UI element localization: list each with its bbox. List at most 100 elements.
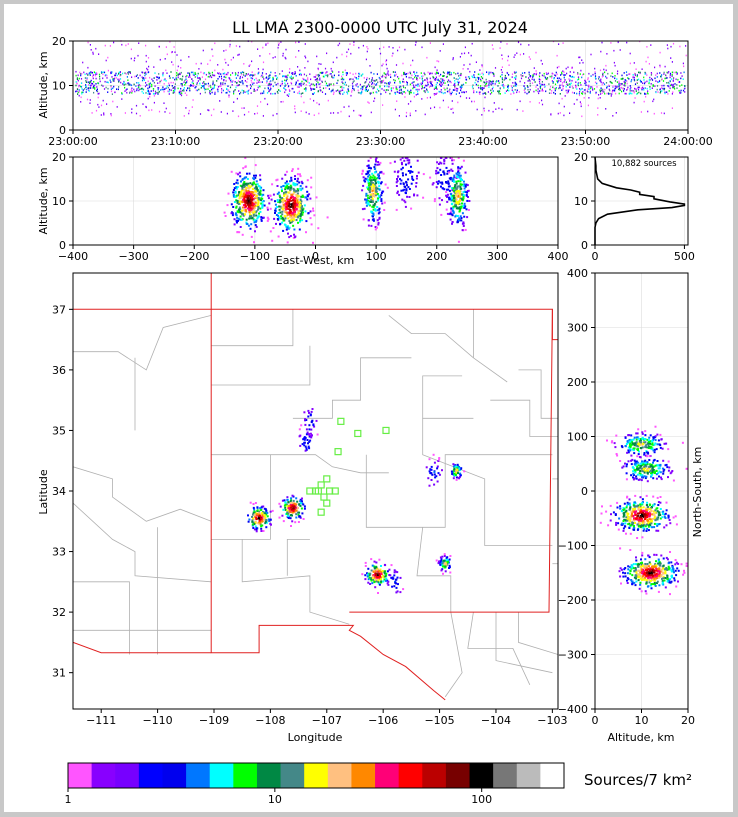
time-height-source (243, 74, 245, 76)
time-height-source (268, 83, 270, 85)
ew-source (297, 212, 300, 215)
time-height-source (515, 71, 517, 74)
ew-source (376, 206, 379, 208)
time-height-source (531, 78, 533, 80)
plan-source (304, 437, 307, 440)
time-height-source (400, 92, 402, 94)
time-height-source (402, 91, 404, 93)
time-height-source (182, 89, 184, 92)
time-height-source (196, 75, 198, 77)
time-height-source (318, 74, 320, 77)
ew-source (371, 182, 374, 185)
time-height-source (643, 79, 645, 81)
time-height-source (348, 90, 350, 93)
ew-source (298, 228, 301, 231)
time-height-source (403, 81, 405, 83)
time-height-source (472, 76, 474, 79)
ew-source (251, 191, 254, 194)
ew-source (253, 210, 256, 213)
time-height-source (88, 90, 90, 92)
time-height-source (661, 84, 663, 87)
ew-source (377, 173, 380, 176)
time-height-source (424, 86, 426, 89)
time-height-source (324, 67, 327, 70)
plan-source (386, 579, 389, 582)
time-height-source (105, 74, 107, 76)
time-height-source (434, 79, 436, 81)
ew-source (384, 183, 387, 186)
time-height-source (147, 92, 149, 95)
time-height-source (405, 111, 408, 114)
ew-source (280, 217, 283, 220)
ew-source (451, 222, 453, 225)
time-height-source (89, 44, 91, 46)
ew-source (445, 194, 448, 197)
ew-source (460, 199, 463, 201)
figure-paper: LL LMA 2300-0000 UTC July 31, 2024 23:00… (4, 4, 733, 812)
plan-source (310, 435, 313, 437)
ew-source (364, 198, 367, 201)
time-height-source (95, 47, 97, 50)
time-height-source (382, 104, 384, 106)
ew-source (230, 212, 233, 215)
time-height-source (123, 84, 125, 86)
time-height-source (507, 59, 509, 62)
ew-source (457, 169, 460, 172)
ew-source (232, 191, 235, 194)
time-height-source (477, 73, 479, 76)
time-height-source (557, 112, 559, 115)
time-height-source (643, 76, 645, 79)
time-height-source (608, 93, 610, 95)
time-height-source (569, 83, 571, 86)
time-height-source (162, 86, 164, 88)
time-height-source (666, 77, 668, 79)
ew-source (448, 198, 451, 201)
time-height-source (633, 90, 635, 93)
time-height-source (157, 88, 159, 91)
time-height-source (283, 87, 285, 89)
time-height-source (647, 92, 649, 95)
time-height-source (649, 76, 651, 79)
plan-source (265, 513, 268, 516)
ew-source (416, 175, 418, 177)
ew-source (278, 208, 281, 211)
time-height-source (389, 92, 391, 95)
time-height-source (202, 82, 204, 84)
ew-source (460, 165, 463, 168)
time-height-source (218, 72, 221, 74)
time-height-source (350, 94, 352, 97)
time-height-source (250, 77, 252, 79)
time-height-source (554, 89, 556, 92)
time-height-source (183, 88, 185, 91)
ew-source (462, 205, 465, 208)
time-height-source (614, 77, 616, 80)
time-height-source (672, 79, 674, 81)
time-height-source (147, 87, 149, 90)
time-height-source (244, 91, 246, 93)
time-height-source (397, 49, 399, 52)
plan-source (288, 507, 290, 510)
ew-source (234, 195, 237, 198)
plan-source (433, 473, 436, 476)
time-height-source (438, 80, 440, 82)
ew-source (411, 170, 414, 173)
time-height-source (674, 88, 676, 90)
time-height-source (95, 77, 97, 80)
time-height-source (163, 83, 165, 85)
lma-station-marker (354, 429, 362, 438)
time-height-source (205, 83, 207, 85)
time-height-source (441, 91, 443, 94)
time-height-source (307, 60, 309, 63)
time-height-source (131, 90, 133, 93)
time-height-source (499, 47, 501, 49)
ew-source (284, 199, 287, 202)
ew-source (256, 194, 258, 197)
plan-source (458, 467, 461, 470)
ew-source (238, 171, 241, 174)
plan-source (298, 515, 301, 518)
time-height-source (298, 90, 300, 93)
time-height-source (650, 74, 652, 76)
time-height-source (584, 82, 586, 85)
time-height-source (671, 74, 673, 76)
time-height-source (318, 83, 320, 85)
